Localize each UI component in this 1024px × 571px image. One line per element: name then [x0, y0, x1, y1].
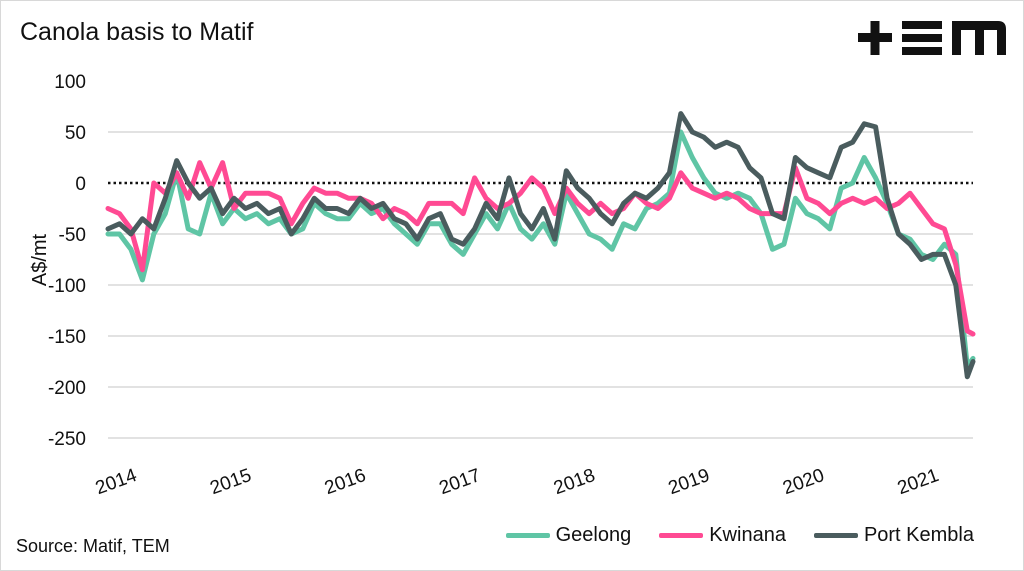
x-tick-label: 2016: [322, 465, 369, 499]
y-tick-label: 50: [65, 123, 86, 144]
series-line-kwinana: [105, 160, 976, 337]
x-tick-label: 2015: [207, 465, 254, 499]
x-tick-label: 2019: [666, 465, 713, 499]
y-tick-label: -250: [48, 429, 86, 450]
series-line-geelong: [105, 129, 976, 370]
legend: Geelong Kwinana Port Kembla: [505, 524, 974, 547]
tem-logo: [858, 20, 1006, 61]
legend-swatch-kwinana: [659, 533, 704, 538]
legend-label: Port Kembla: [863, 524, 974, 546]
legend-label: Kwinana: [709, 524, 786, 546]
x-tick-label: 2020: [780, 465, 827, 499]
x-tick-label: 2021: [895, 465, 942, 499]
legend-item-port-kembla: Port Kembla: [813, 524, 974, 547]
x-tick-label: 2017: [437, 465, 484, 499]
x-tick-label: 2014: [93, 465, 140, 499]
series-line-port-kembla: [105, 111, 976, 380]
chart-title: Canola basis to Matif: [20, 18, 254, 46]
legend-swatch-port-kembla: [813, 533, 858, 538]
source-note: Source: Matif, TEM: [16, 536, 170, 556]
legend-swatch-geelong: [505, 533, 550, 538]
y-tick-label: 0: [75, 174, 86, 195]
y-tick-label: 100: [54, 72, 86, 93]
y-axis-label: A$/mt: [29, 233, 51, 286]
legend-item-kwinana: Kwinana: [659, 524, 786, 547]
y-tick-label: -200: [48, 378, 86, 399]
y-tick-label: -50: [59, 225, 86, 246]
x-tick-label: 2018: [551, 465, 598, 499]
legend-label: Geelong: [555, 524, 632, 546]
legend-item-geelong: Geelong: [505, 524, 632, 547]
y-tick-label: -150: [48, 327, 86, 348]
y-tick-label: -100: [48, 276, 86, 297]
